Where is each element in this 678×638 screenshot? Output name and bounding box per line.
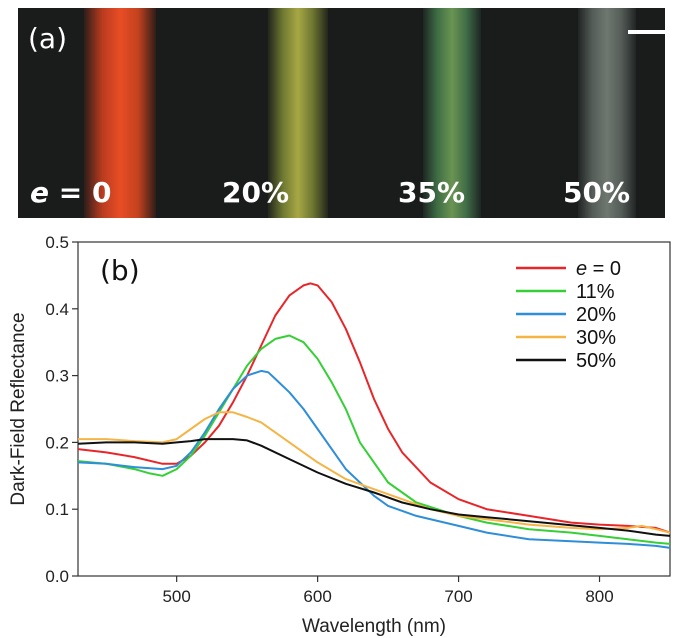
fiber-strain-20 (268, 8, 328, 218)
y-tick-label: 0.5 (45, 233, 69, 252)
reflectance-chart: 0.0 0.1 0.2 0.3 0.4 0.5 500 600 700 800 Wavelength… (8, 233, 671, 637)
scale-bar (628, 30, 665, 34)
fiber-strain-35 (423, 8, 481, 218)
strain-label-0: e = 0 (30, 176, 111, 209)
legend-label: e = 0 (576, 258, 621, 280)
plot-frame (77, 241, 671, 577)
legend-label-var: e (576, 258, 587, 280)
panel-label-b: (b) (100, 254, 140, 287)
strain-label-20: 20% (222, 176, 290, 209)
y-tick-label: 0.3 (45, 367, 69, 386)
x-axis-label: Wavelength (nm) (302, 616, 446, 637)
series-line-4 (77, 438, 671, 537)
strain-label-50: 50% (563, 176, 631, 209)
fiber-photo-panel: (a) e = 0 20% 35% 50% (18, 8, 665, 218)
legend-label-text: 30% (576, 327, 616, 349)
fiber-strain-50 (578, 8, 636, 218)
legend-label: 20% (576, 304, 616, 326)
legend-label: 50% (576, 350, 616, 372)
legend-label: 30% (576, 327, 616, 349)
x-tick-label: 500 (162, 587, 190, 606)
legend-label-text: = 0 (587, 258, 621, 280)
series-line-2 (77, 369, 671, 549)
fiber-strain-0 (84, 8, 156, 218)
y-tick-label: 0.4 (45, 300, 69, 319)
x-tick-label: 700 (444, 587, 472, 606)
legend-label: 11% (576, 281, 615, 303)
series-line-3 (78, 411, 671, 534)
strain-var: e (30, 176, 49, 209)
legend-label-text: 50% (576, 350, 616, 372)
y-tick-label: 0.0 (45, 567, 69, 586)
series-line-1 (77, 334, 671, 545)
x-tick-label: 600 (303, 587, 331, 606)
legend-label-text: 11% (576, 281, 615, 303)
strain-label-35: 35% (398, 176, 466, 209)
y-tick-label: 0.1 (45, 500, 69, 519)
y-tick-label: 0.2 (45, 433, 69, 452)
y-axis-label: Dark-Field Reflectance (8, 312, 29, 505)
x-tick-label: 800 (585, 587, 613, 606)
panel-label-a: (a) (28, 22, 68, 55)
legend-label-text: 20% (576, 304, 616, 326)
strain-value-0: = 0 (49, 176, 112, 209)
